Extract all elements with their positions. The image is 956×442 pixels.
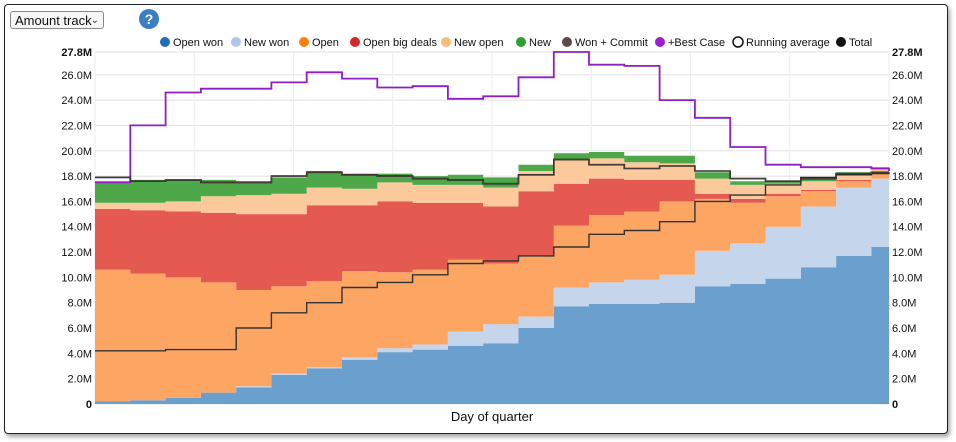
y-tick-left-13: 26.0M [61,70,92,82]
series-lines [95,51,890,352]
y-tick-left-8: 16.0M [61,196,92,208]
y-tick-left-11: 22.0M [61,120,92,132]
legend-marker-new [516,37,526,47]
chevron-down-icon: ⌄ [90,15,99,26]
y-axis-right: 0 2.0M 4.0M 6.0M 8.0M 10.0M 12.0M 14.0M 16.0M 18.… [892,47,923,411]
area-new [95,152,889,203]
y-tick-right-12: 24.0M [892,95,923,107]
legend-marker-running-average [732,36,744,48]
y-tick-right-1: 2.0M [892,374,916,386]
legend-marker-best-case [655,37,665,47]
legend-marker-new-open [441,37,451,47]
y-tick-left-0: 0 [86,399,92,411]
legend-label-new: New [529,37,551,49]
line-won-commit [95,159,889,185]
legend-label-won-commit: Won + Commit [575,37,648,49]
legend-label-open-big-deals: Open big deals [363,37,437,49]
y-tick-left-9: 18.0M [61,171,92,183]
y-axis-left: 0 2.0M 4.0M 6.0M 8.0M 10.0M 12.0M 14.0M 16.0M 18.… [61,47,92,411]
legend-marker-open-big-deals [350,37,360,47]
area-open-won [95,226,889,404]
legend-label-open-won: Open won [173,37,223,49]
line-best-case [95,51,890,184]
legend-label-best-case: +Best Case [668,37,725,49]
y-tick-right-6: 12.0M [892,247,923,259]
y-tick-left-5: 10.0M [61,272,92,284]
legend-label-open: Open [312,37,339,49]
legend-label-total: Total [849,37,872,49]
y-tick-left-7: 14.0M [61,222,92,234]
y-tick-left-6: 12.0M [61,247,92,259]
y-tick-right-11: 22.0M [892,120,923,132]
legend-marker-won-commit [562,37,572,47]
help-icon[interactable]: ? [139,9,159,29]
legend-marker-new-won [231,37,241,47]
legend-marker-total [836,37,846,47]
y-tick-left-12: 24.0M [61,95,92,107]
y-tick-right-4: 8.0M [892,298,916,310]
y-tick-right-8: 16.0M [892,196,923,208]
metric-select[interactable]: Amount track ⌄ [10,11,104,29]
y-tick-right-0: 0 [892,399,898,411]
y-tick-left-4: 8.0M [68,298,92,310]
y-tick-left-1: 2.0M [68,374,92,386]
x-axis-label: Day of quarter [451,409,534,424]
legend-marker-open [299,37,309,47]
line-running-average [95,172,890,352]
y-tick-left-3: 6.0M [68,323,92,335]
y-tick-right-13: 26.0M [892,70,923,82]
y-tick-right-3: 6.0M [892,323,916,335]
area-open-big-deals [95,172,889,290]
y-tick-right-2: 4.0M [892,348,916,360]
area-open [95,173,889,402]
y-tick-left-2: 4.0M [68,348,92,360]
legend: Open won New won Open Open big deals New ope… [160,36,872,49]
legend-label-running-average: Running average [746,37,830,49]
legend-marker-open-won [160,37,170,47]
y-tick-right-14: 27.8M [892,47,923,59]
legend-label-new-won: New won [244,37,289,49]
area-new-open [95,158,889,215]
metric-select-value: Amount track [15,13,92,28]
y-tick-right-5: 10.0M [892,272,923,284]
y-tick-left-10: 20.0M [61,146,92,158]
legend-label-new-open: New open [454,37,504,49]
stacked-areas [95,152,889,404]
y-tick-right-7: 14.0M [892,222,923,234]
y-tick-right-9: 18.0M [892,171,923,183]
y-tick-right-10: 20.0M [892,146,923,158]
y-tick-left-14: 27.8M [61,47,92,59]
